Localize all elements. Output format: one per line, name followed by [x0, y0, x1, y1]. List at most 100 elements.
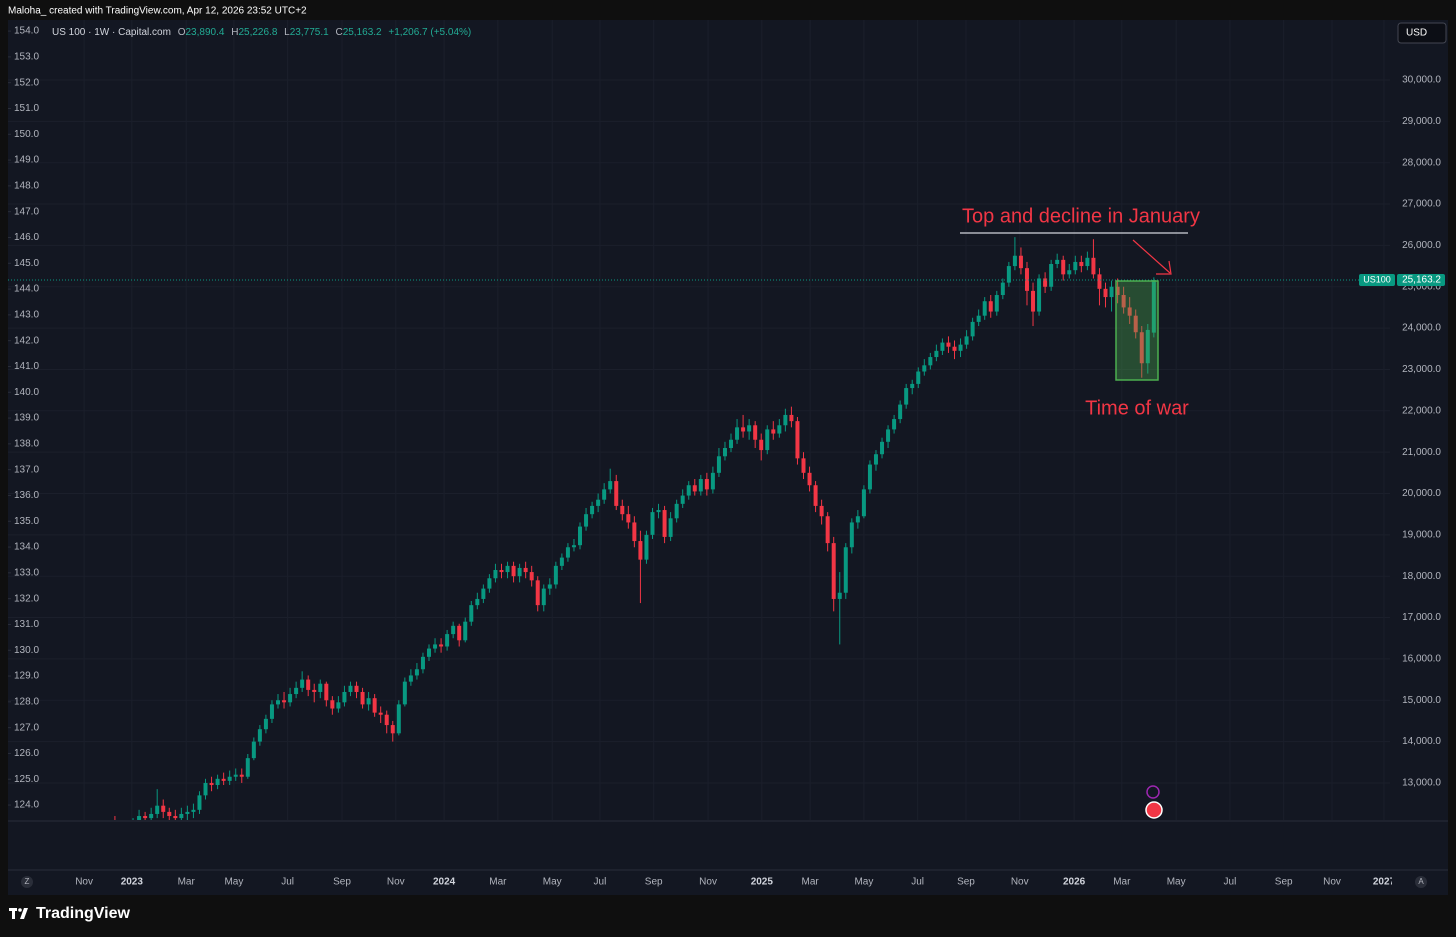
- symbol-name: US100: [1363, 274, 1391, 284]
- candle-body: [155, 805, 160, 814]
- y2-tick-label: 154.0: [14, 26, 39, 37]
- candle-body: [1012, 255, 1017, 267]
- candle-body: [765, 429, 770, 451]
- candle-body: [1018, 255, 1023, 269]
- candle-body: [1024, 268, 1029, 291]
- candle-body: [565, 547, 570, 558]
- x-tick-label: 2026: [1063, 877, 1086, 888]
- y-tick-label: 17,000.0: [1402, 612, 1441, 623]
- x-tick-label: Mar: [489, 877, 507, 888]
- candle-body: [590, 505, 595, 515]
- candle-body: [710, 472, 715, 490]
- candle-body: [1043, 278, 1048, 287]
- y2-tick-label: 147.0: [14, 206, 39, 217]
- candle-body: [294, 687, 299, 695]
- y2-tick-label: 136.0: [14, 490, 39, 501]
- annotation-box: [1115, 280, 1159, 381]
- legend-key: C: [335, 27, 342, 38]
- candle-body: [843, 547, 848, 593]
- x-tick-label: Jul: [281, 877, 294, 888]
- y2-tick-label: 127.0: [14, 722, 39, 733]
- candle-body: [886, 429, 891, 442]
- candle-body: [1151, 280, 1156, 333]
- y2-tick-label: 139.0: [14, 413, 39, 424]
- candle-body: [608, 481, 613, 490]
- auto-button[interactable]: [1415, 876, 1427, 888]
- candle-body: [1145, 329, 1150, 364]
- symbol-tag: [1359, 274, 1395, 287]
- candle-body: [686, 485, 691, 496]
- x-tick-label: Nov: [387, 877, 405, 888]
- y2-tick-label: 132.0: [14, 593, 39, 604]
- candle-body: [578, 526, 583, 546]
- candle-body: [209, 782, 214, 786]
- currency: USD: [1406, 28, 1427, 39]
- x-tick-label: Jul: [594, 877, 607, 888]
- auto-icon: A: [1418, 877, 1424, 886]
- y2-tick-label: 133.0: [14, 567, 39, 578]
- candle-body: [777, 425, 782, 434]
- y-tick-label: 25,000.0: [1402, 281, 1441, 292]
- candle-body: [173, 816, 178, 819]
- candle-body: [354, 685, 359, 692]
- candle-body: [481, 588, 486, 599]
- candle-body: [898, 404, 903, 420]
- candle-body: [807, 472, 812, 486]
- candle-body: [457, 625, 462, 641]
- candle-body: [825, 516, 830, 544]
- x-tick-label: 2023: [121, 877, 144, 888]
- zoom-button[interactable]: [21, 876, 33, 888]
- candle-body: [378, 712, 383, 715]
- candle-body: [662, 510, 667, 537]
- candle-body: [493, 569, 498, 579]
- y2-tick-label: 137.0: [14, 464, 39, 475]
- currency-box[interactable]: [1397, 22, 1447, 44]
- candle-body: [934, 350, 939, 358]
- logo-mark: [18, 908, 22, 912]
- x-tick-label: May: [854, 877, 873, 888]
- candle-body: [1073, 261, 1078, 271]
- candle-body: [269, 704, 274, 719]
- candle-body: [982, 301, 987, 316]
- y-tick-label: 14,000.0: [1402, 736, 1441, 747]
- legend-value: 25,163.2: [343, 27, 382, 38]
- y-tick-label: 13,000.0: [1402, 778, 1441, 789]
- y2-tick-label: 142.0: [14, 335, 39, 346]
- candle-body: [547, 584, 552, 589]
- candle-body: [910, 383, 915, 389]
- event-icon[interactable]: [1146, 785, 1160, 799]
- zoom-icon: Z: [25, 877, 30, 886]
- candle-body: [771, 429, 776, 434]
- x-tick-label: May: [1167, 877, 1186, 888]
- candle-body: [1067, 270, 1072, 275]
- legend-key: O: [178, 27, 186, 38]
- event-icon[interactable]: [1145, 801, 1163, 819]
- y2-tick-label: 126.0: [14, 748, 39, 759]
- candle-body: [656, 510, 661, 513]
- x-tick-label: 2024: [433, 877, 456, 888]
- candle-body: [632, 522, 637, 542]
- logo-mark: [12, 908, 15, 919]
- candle-body: [988, 301, 993, 312]
- legend-value: 25,226.8: [238, 27, 277, 38]
- candle-body: [227, 776, 232, 781]
- price-tag-box: [1397, 274, 1445, 287]
- grid: [8, 20, 1390, 820]
- candle-body: [1037, 278, 1042, 312]
- legend-title: US 100 · 1W · Capital.com: [52, 27, 171, 38]
- candle-body: [336, 702, 341, 709]
- y2-tick-label: 144.0: [14, 284, 39, 295]
- legend-value: 23,775.1: [290, 27, 329, 38]
- y2-tick-label: 145.0: [14, 258, 39, 269]
- candle-body: [753, 425, 758, 440]
- candle-body: [348, 685, 353, 692]
- candle-body: [970, 321, 975, 337]
- candle-body: [680, 495, 685, 504]
- candle-body: [300, 679, 305, 688]
- candle-body: [892, 419, 897, 430]
- candle-body: [729, 439, 734, 449]
- candle-body: [330, 700, 335, 709]
- candle-body: [964, 336, 969, 345]
- x-tick-label: Sep: [645, 877, 663, 888]
- candle-body: [233, 774, 238, 777]
